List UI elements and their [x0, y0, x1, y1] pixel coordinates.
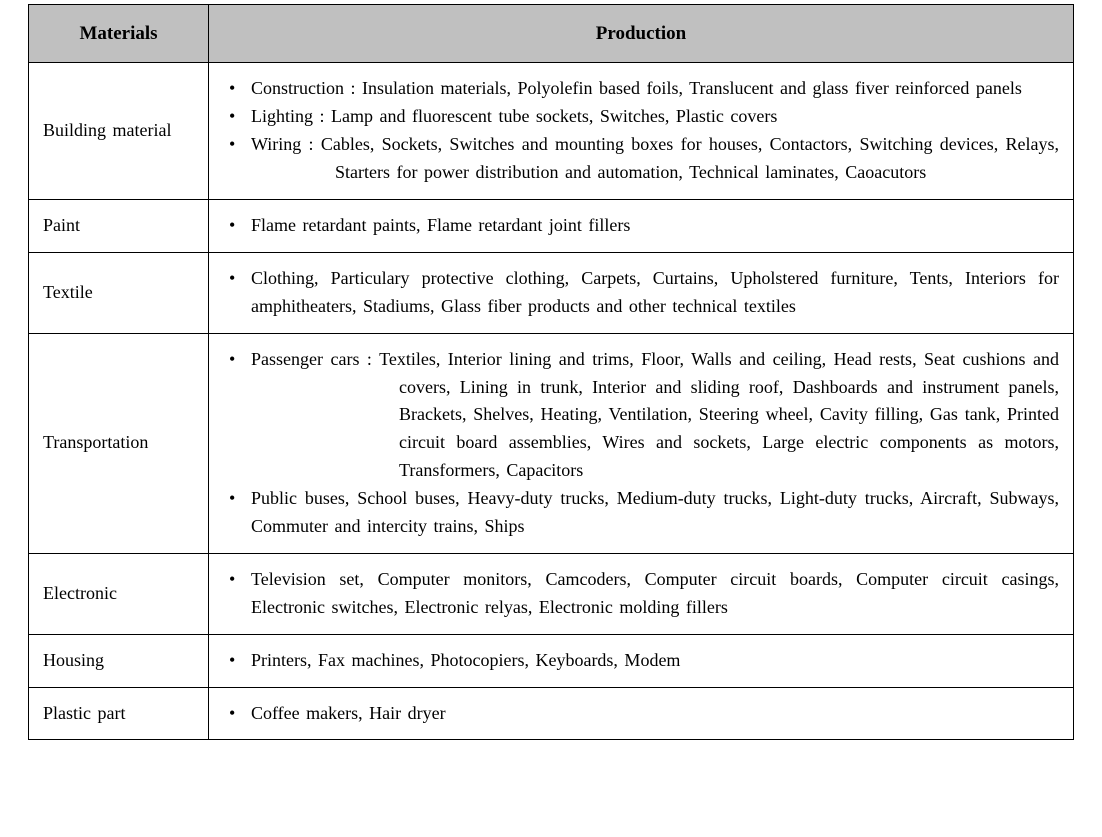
production-item-body: Clothing, Particulary protective clothin… [251, 268, 1059, 316]
production-item-text: Public buses, School buses, Heavy-duty t… [251, 485, 1059, 541]
production-list: Television set, Computer monitors, Camco… [223, 566, 1059, 622]
production-item-text: Coffee makers, Hair dryer [251, 700, 1059, 728]
production-cell: Clothing, Particulary protective clothin… [209, 252, 1074, 333]
production-cell: Printers, Fax machines, Photocopiers, Ke… [209, 634, 1074, 687]
production-item: Passenger cars : Textiles, Interior lini… [223, 346, 1059, 485]
production-item: Lighting : Lamp and fluorescent tube soc… [223, 103, 1059, 131]
table-row: Building material Construction : Insulati… [29, 63, 1074, 200]
table-row: Electronic Television set, Computer monit… [29, 553, 1074, 634]
production-item-text: Wiring : Cables, Sockets, Switches and m… [251, 131, 1059, 187]
production-item-text: Construction : Insulation materials, Pol… [251, 75, 1059, 103]
material-cell: Housing [29, 634, 209, 687]
production-item-body: Cables, Sockets, Switches and mounting b… [321, 134, 1059, 182]
production-item: Wiring : Cables, Sockets, Switches and m… [223, 131, 1059, 187]
material-cell: Paint [29, 200, 209, 253]
production-item-text: Printers, Fax machines, Photocopiers, Ke… [251, 647, 1059, 675]
material-cell: Textile [29, 252, 209, 333]
table-body: Building material Construction : Insulati… [29, 63, 1074, 740]
production-list: Construction : Insulation materials, Pol… [223, 75, 1059, 187]
production-item-body: Coffee makers, Hair dryer [251, 703, 446, 723]
header-materials: Materials [29, 5, 209, 63]
production-item: Clothing, Particulary protective clothin… [223, 265, 1059, 321]
production-item-label: Lighting : [251, 106, 331, 126]
production-item: Flame retardant paints, Flame retardant … [223, 212, 1059, 240]
table-header-row: Materials Production [29, 5, 1074, 63]
production-item-body: Insulation materials, Polyolefin based f… [362, 78, 1022, 98]
production-list: Clothing, Particulary protective clothin… [223, 265, 1059, 321]
production-item-text: Television set, Computer monitors, Camco… [251, 566, 1059, 622]
production-item: Coffee makers, Hair dryer [223, 700, 1059, 728]
production-cell: Flame retardant paints, Flame retardant … [209, 200, 1074, 253]
production-item-body: Public buses, School buses, Heavy-duty t… [251, 488, 1059, 536]
production-item-text: Lighting : Lamp and fluorescent tube soc… [251, 103, 1059, 131]
production-list: Printers, Fax machines, Photocopiers, Ke… [223, 647, 1059, 675]
production-cell: Television set, Computer monitors, Camco… [209, 553, 1074, 634]
table-row: Transportation Passenger cars : Textiles,… [29, 333, 1074, 553]
production-item: Construction : Insulation materials, Pol… [223, 75, 1059, 103]
table-row: Paint Flame retardant paints, Flame retar… [29, 200, 1074, 253]
production-cell: Passenger cars : Textiles, Interior lini… [209, 333, 1074, 553]
production-item-body: Lamp and fluorescent tube sockets, Switc… [331, 106, 777, 126]
material-cell: Transportation [29, 333, 209, 553]
production-item: Printers, Fax machines, Photocopiers, Ke… [223, 647, 1059, 675]
production-item-text: Flame retardant paints, Flame retardant … [251, 212, 1059, 240]
production-list: Coffee makers, Hair dryer [223, 700, 1059, 728]
production-item: Television set, Computer monitors, Camco… [223, 566, 1059, 622]
production-list: Flame retardant paints, Flame retardant … [223, 212, 1059, 240]
production-item-text: Passenger cars : Textiles, Interior lini… [251, 346, 1059, 485]
material-cell: Building material [29, 63, 209, 200]
table-row: Plastic part Coffee makers, Hair dryer [29, 687, 1074, 740]
table-row: Housing Printers, Fax machines, Photocopi… [29, 634, 1074, 687]
production-item-body: Flame retardant paints, Flame retardant … [251, 215, 630, 235]
production-cell: Coffee makers, Hair dryer [209, 687, 1074, 740]
production-cell: Construction : Insulation materials, Pol… [209, 63, 1074, 200]
material-cell: Plastic part [29, 687, 209, 740]
production-item-label: Wiring : [251, 134, 321, 154]
material-cell: Electronic [29, 553, 209, 634]
production-item-body: Textiles, Interior lining and trims, Flo… [379, 349, 1059, 481]
production-list: Passenger cars : Textiles, Interior lini… [223, 346, 1059, 541]
production-item-label: Construction : [251, 78, 362, 98]
header-production: Production [209, 5, 1074, 63]
materials-production-table: Materials Production Building material Co… [28, 4, 1074, 740]
production-item-body: Printers, Fax machines, Photocopiers, Ke… [251, 650, 680, 670]
production-item-label: Passenger cars : [251, 349, 379, 369]
table-row: Textile Clothing, Particulary protective … [29, 252, 1074, 333]
production-item-body: Television set, Computer monitors, Camco… [251, 569, 1059, 617]
production-item: Public buses, School buses, Heavy-duty t… [223, 485, 1059, 541]
production-item-text: Clothing, Particulary protective clothin… [251, 265, 1059, 321]
